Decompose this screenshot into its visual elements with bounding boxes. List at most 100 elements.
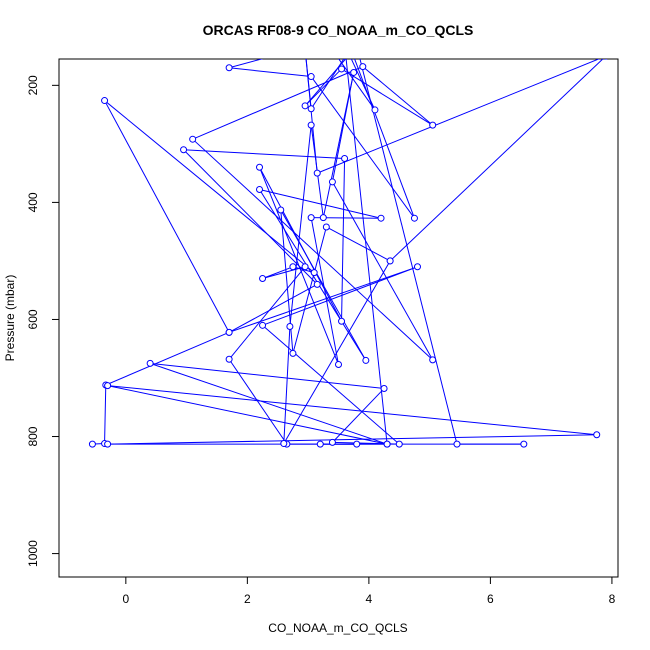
- data-point: [225, 355, 233, 363]
- data-point: [354, 43, 360, 49]
- data-point: [359, 63, 367, 71]
- series-segment: [229, 67, 312, 78]
- data-point: [429, 121, 437, 129]
- x-tick-label: 8: [609, 592, 616, 606]
- data-point: [380, 385, 388, 393]
- data-point: [316, 440, 324, 448]
- series-segment: [107, 385, 597, 436]
- series-segment: [150, 362, 385, 390]
- series-segment: [105, 331, 230, 386]
- data-point: [395, 440, 403, 448]
- series-segment: [292, 226, 327, 354]
- data-point: [313, 280, 321, 288]
- series-segment: [262, 266, 418, 326]
- x-axis: 0 2 4 6 8: [122, 576, 616, 606]
- y-tick-label: 600: [26, 309, 40, 329]
- series-segment: [362, 66, 434, 126]
- data-point: [301, 102, 309, 110]
- data-point: [386, 257, 394, 265]
- data-point: [104, 440, 112, 448]
- data-point: [104, 382, 112, 390]
- data-point: [225, 64, 233, 72]
- data-point: [180, 146, 188, 154]
- series-segment: [262, 266, 294, 279]
- data-point: [410, 214, 418, 222]
- series-segment: [259, 167, 339, 365]
- data-point: [429, 356, 437, 364]
- series-segment: [304, 68, 342, 107]
- data-point: [593, 431, 601, 439]
- series-segment: [262, 266, 306, 279]
- data-point: [350, 68, 358, 76]
- x-tick-label: 6: [487, 592, 494, 606]
- data-point: [341, 155, 349, 163]
- data-point: [313, 169, 321, 177]
- series-segment: [326, 226, 391, 262]
- series-segment: [228, 358, 288, 445]
- data-point: [301, 263, 309, 271]
- series-segment: [183, 149, 318, 285]
- series-segment: [107, 434, 597, 445]
- series-segment: [354, 59, 415, 219]
- data-point: [323, 38, 329, 44]
- data-point: [319, 214, 327, 222]
- y-tick-label: 400: [26, 192, 40, 212]
- data-point: [413, 263, 421, 271]
- series-segment: [389, 59, 604, 262]
- series-segment: [107, 385, 388, 445]
- series-segment: [104, 385, 107, 444]
- series-segment: [283, 260, 391, 444]
- series-segment: [149, 362, 388, 445]
- series-segment: [310, 217, 339, 365]
- data-point: [302, 46, 308, 52]
- x-tick-label: 4: [366, 592, 373, 606]
- data-point: [307, 105, 315, 113]
- data-point: [328, 178, 336, 186]
- data-point: [280, 440, 288, 448]
- data-point: [453, 440, 461, 448]
- data-point: [342, 41, 348, 47]
- data-point: [353, 440, 361, 448]
- series-segment: [341, 158, 346, 322]
- series-segment: [104, 100, 315, 274]
- y-axis-label: Pressure (mbar): [3, 275, 17, 362]
- data-point: [362, 356, 370, 364]
- data-point: [338, 65, 346, 73]
- plot-frame: [58, 58, 619, 578]
- series-segment: [192, 66, 364, 140]
- data-point: [520, 440, 528, 448]
- data-point: [286, 322, 294, 330]
- series-segment: [331, 72, 355, 183]
- data-point: [328, 438, 336, 446]
- data-point: [383, 440, 391, 448]
- data-point: [259, 274, 267, 282]
- data-point: [307, 214, 315, 222]
- data-point: [322, 223, 330, 231]
- series-layer: [88, 38, 608, 448]
- data-point: [307, 73, 315, 81]
- data-point: [377, 214, 385, 222]
- x-tick-label: 2: [244, 592, 251, 606]
- data-point: [307, 121, 315, 129]
- series-segment: [332, 388, 385, 443]
- data-point: [371, 106, 379, 114]
- series-segment: [280, 209, 294, 354]
- series-segment: [228, 283, 318, 333]
- series-segment: [280, 209, 367, 361]
- series-segment: [345, 59, 388, 445]
- chart-title: ORCAS RF08-9 CO_NOAA_m_CO_QCLS: [203, 22, 474, 38]
- series-segment: [331, 181, 434, 361]
- series-segment: [262, 324, 400, 445]
- series-segment: [228, 266, 418, 333]
- series-segment: [310, 76, 415, 219]
- data-point: [348, 45, 354, 51]
- series-segment: [228, 266, 306, 360]
- data-point: [256, 163, 264, 171]
- x-tick-label: 0: [122, 592, 129, 606]
- series-segment: [304, 59, 347, 107]
- series-segment: [310, 59, 345, 110]
- data-point: [146, 359, 154, 367]
- series-segment: [259, 189, 382, 219]
